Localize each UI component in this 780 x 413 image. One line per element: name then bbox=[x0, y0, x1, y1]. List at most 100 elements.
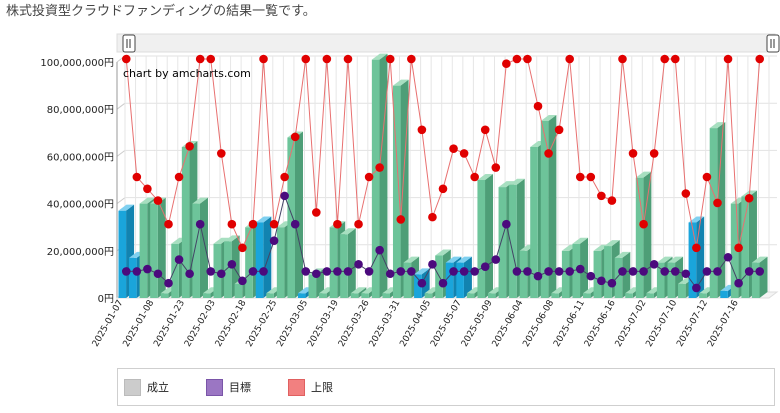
target-point[interactable] bbox=[185, 269, 194, 279]
legend-item-upper[interactable]: 上限 bbox=[288, 378, 333, 396]
target-point[interactable] bbox=[312, 269, 321, 279]
target-point[interactable] bbox=[607, 278, 617, 288]
upper-point[interactable] bbox=[533, 101, 543, 111]
upper-point[interactable] bbox=[407, 54, 416, 64]
upper-point[interactable] bbox=[734, 243, 743, 253]
legend-item-target[interactable]: 目標 bbox=[206, 378, 251, 396]
target-point[interactable] bbox=[723, 252, 733, 262]
upper-point[interactable] bbox=[185, 142, 194, 151]
upper-point[interactable] bbox=[459, 149, 469, 158]
target-point[interactable] bbox=[713, 267, 722, 276]
target-point[interactable] bbox=[449, 267, 458, 276]
target-point[interactable] bbox=[333, 267, 342, 276]
upper-point[interactable] bbox=[269, 219, 279, 229]
bar[interactable] bbox=[340, 228, 356, 298]
upper-point[interactable] bbox=[206, 54, 216, 64]
upper-point[interactable] bbox=[322, 54, 332, 64]
target-point[interactable] bbox=[322, 267, 332, 276]
upper-point[interactable] bbox=[607, 196, 617, 205]
target-point[interactable] bbox=[554, 267, 564, 276]
target-point[interactable] bbox=[491, 255, 501, 264]
target-point[interactable] bbox=[702, 267, 712, 276]
upper-point[interactable] bbox=[290, 132, 300, 142]
target-point[interactable] bbox=[385, 269, 395, 279]
upper-point[interactable] bbox=[470, 172, 479, 182]
target-point[interactable] bbox=[248, 267, 258, 276]
bar[interactable] bbox=[635, 171, 652, 298]
upper-point[interactable] bbox=[301, 54, 311, 64]
target-point[interactable] bbox=[121, 267, 131, 276]
target-point[interactable] bbox=[565, 267, 574, 276]
upper-point[interactable] bbox=[259, 54, 268, 64]
target-point[interactable] bbox=[174, 255, 184, 264]
legend-item-established[interactable]: 成立 bbox=[124, 378, 169, 396]
target-point[interactable] bbox=[681, 269, 691, 279]
target-point[interactable] bbox=[216, 269, 226, 279]
target-point[interactable] bbox=[628, 267, 638, 276]
upper-point[interactable] bbox=[385, 54, 395, 64]
target-point[interactable] bbox=[153, 269, 163, 279]
upper-point[interactable] bbox=[502, 59, 511, 69]
upper-point[interactable] bbox=[480, 125, 490, 135]
upper-point[interactable] bbox=[575, 172, 585, 182]
target-point[interactable] bbox=[164, 278, 173, 288]
target-point[interactable] bbox=[692, 283, 701, 293]
upper-point[interactable] bbox=[565, 54, 574, 64]
target-point[interactable] bbox=[586, 271, 596, 281]
upper-point[interactable] bbox=[438, 184, 448, 194]
target-point[interactable] bbox=[575, 264, 585, 274]
upper-point[interactable] bbox=[417, 125, 427, 135]
target-point[interactable] bbox=[544, 267, 553, 276]
upper-point[interactable] bbox=[702, 172, 712, 182]
upper-point[interactable] bbox=[586, 172, 596, 182]
upper-point[interactable] bbox=[723, 54, 733, 64]
upper-point[interactable] bbox=[121, 54, 131, 64]
upper-point[interactable] bbox=[755, 54, 765, 64]
target-point[interactable] bbox=[396, 267, 406, 276]
upper-point[interactable] bbox=[660, 54, 670, 64]
target-point[interactable] bbox=[744, 267, 754, 276]
target-point[interactable] bbox=[343, 267, 353, 276]
upper-point[interactable] bbox=[248, 219, 258, 229]
target-point[interactable] bbox=[132, 267, 142, 276]
target-point[interactable] bbox=[280, 191, 289, 201]
scrollbar-left-grip[interactable] bbox=[122, 34, 136, 53]
upper-point[interactable] bbox=[364, 172, 374, 182]
target-point[interactable] bbox=[269, 236, 279, 246]
upper-point[interactable] bbox=[744, 193, 754, 203]
upper-point[interactable] bbox=[164, 219, 173, 229]
target-point[interactable] bbox=[238, 276, 247, 286]
target-point[interactable] bbox=[227, 260, 237, 269]
upper-point[interactable] bbox=[449, 144, 458, 153]
bar[interactable] bbox=[371, 53, 388, 298]
target-point[interactable] bbox=[533, 271, 543, 281]
upper-point[interactable] bbox=[597, 191, 606, 201]
target-point[interactable] bbox=[459, 267, 469, 276]
upper-point[interactable] bbox=[523, 54, 532, 64]
target-point[interactable] bbox=[670, 267, 680, 276]
scrollbar-track[interactable] bbox=[116, 33, 776, 53]
upper-point[interactable] bbox=[396, 215, 406, 224]
scrollbar-right-grip[interactable] bbox=[766, 34, 780, 53]
upper-point[interactable] bbox=[554, 125, 564, 135]
target-point[interactable] bbox=[407, 267, 416, 276]
upper-point[interactable] bbox=[354, 219, 363, 229]
upper-point[interactable] bbox=[227, 219, 237, 229]
target-point[interactable] bbox=[649, 260, 659, 269]
upper-point[interactable] bbox=[618, 54, 627, 64]
upper-point[interactable] bbox=[333, 219, 342, 229]
bar[interactable] bbox=[477, 174, 494, 298]
target-point[interactable] bbox=[734, 278, 743, 288]
bar[interactable] bbox=[751, 256, 768, 298]
target-point[interactable] bbox=[618, 267, 627, 276]
target-point[interactable] bbox=[195, 219, 205, 229]
target-point[interactable] bbox=[480, 262, 490, 271]
upper-point[interactable] bbox=[312, 208, 321, 217]
upper-point[interactable] bbox=[153, 196, 163, 205]
bar[interactable] bbox=[614, 251, 631, 298]
upper-point[interactable] bbox=[639, 219, 648, 229]
target-point[interactable] bbox=[417, 278, 427, 288]
upper-point[interactable] bbox=[670, 54, 680, 64]
target-point[interactable] bbox=[502, 219, 511, 229]
upper-point[interactable] bbox=[491, 163, 501, 172]
